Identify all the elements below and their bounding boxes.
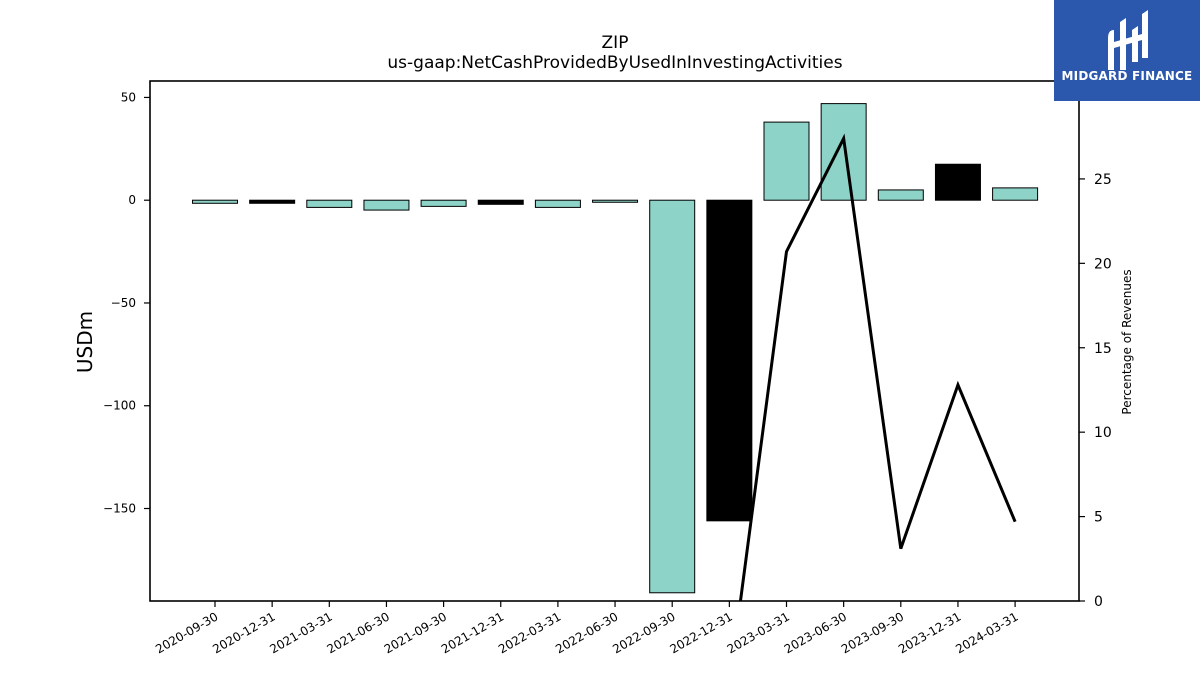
x-tick-label: 2022-12-31 <box>667 609 734 656</box>
x-axis: 2020-09-302020-12-312021-03-312021-06-30… <box>153 601 1021 656</box>
y-axis-left: 50 0 −50 −100 −150 <box>103 90 150 516</box>
chart-subtitle: us-gaap:NetCashProvidedByUsedInInvesting… <box>387 53 842 73</box>
x-tick-label: 2022-09-30 <box>610 609 677 656</box>
y-axis-label: USDm <box>73 311 97 373</box>
bar-2023-06-30 <box>820 103 867 201</box>
x-tick-label: 2020-12-31 <box>210 609 277 656</box>
bar-2022-09-30 <box>649 199 696 594</box>
bar-2022-03-31 <box>534 199 581 208</box>
y-tick-label: −150 <box>103 502 136 516</box>
y-axis-right: 051015202530 <box>1079 88 1112 610</box>
x-tick-label: 2022-06-30 <box>553 609 620 656</box>
bar-2021-12-31 <box>477 199 524 205</box>
y2-axis-label: Percentage of Revenues <box>1120 269 1134 414</box>
y2-tick-label: 15 <box>1094 341 1112 357</box>
bar-2023-09-30 <box>877 189 924 201</box>
brand-name: MIDGARD FINANCE <box>1061 69 1193 83</box>
y-tick-label: −50 <box>111 296 136 310</box>
bar-2021-09-30 <box>420 199 467 207</box>
logo-mark-icon <box>1108 10 1148 70</box>
bar-2020-12-31 <box>249 199 296 204</box>
plot-frame <box>149 80 1080 602</box>
bar-2021-03-31 <box>306 199 353 208</box>
x-tick-label: 2024-03-31 <box>953 609 1020 656</box>
x-tick-label: 2023-03-31 <box>725 609 792 656</box>
bar-2021-06-30 <box>363 199 410 211</box>
x-tick-label: 2020-09-30 <box>153 609 220 656</box>
x-tick-label: 2021-12-31 <box>439 609 506 656</box>
line-layer <box>738 133 1017 601</box>
y2-tick-label: 25 <box>1094 172 1112 188</box>
y2-tick-label: 20 <box>1094 256 1112 272</box>
bars-layer <box>192 103 1039 594</box>
x-tick-label: 2021-09-30 <box>382 609 449 656</box>
y-tick-label: 50 <box>121 90 136 104</box>
y2-tick-label: 10 <box>1094 425 1112 441</box>
bar-2020-09-30 <box>192 199 238 204</box>
x-tick-label: 2023-09-30 <box>839 609 906 656</box>
x-tick-label: 2021-03-31 <box>267 609 334 656</box>
bar-2022-12-31 <box>706 199 753 522</box>
bar-2023-12-31 <box>934 163 981 201</box>
y-tick-label: −100 <box>103 399 136 413</box>
x-tick-label: 2022-03-31 <box>496 609 563 656</box>
y2-tick-label: 5 <box>1094 510 1103 526</box>
y2-tick-label: 0 <box>1094 594 1103 610</box>
bar-2022-06-30 <box>592 199 639 203</box>
brand-logo: MIDGARD FINANCE <box>1054 0 1200 101</box>
x-tick-label: 2021-06-30 <box>325 609 392 656</box>
bar-2024-03-31 <box>992 187 1039 201</box>
x-tick-label: 2023-06-30 <box>782 609 849 656</box>
bar-2023-03-31 <box>763 121 810 201</box>
chart-title: ZIP <box>602 33 629 53</box>
x-tick-label: 2023-12-31 <box>896 609 963 656</box>
revenue-percentage-line <box>738 133 1017 601</box>
y-tick-label: 0 <box>128 193 136 207</box>
